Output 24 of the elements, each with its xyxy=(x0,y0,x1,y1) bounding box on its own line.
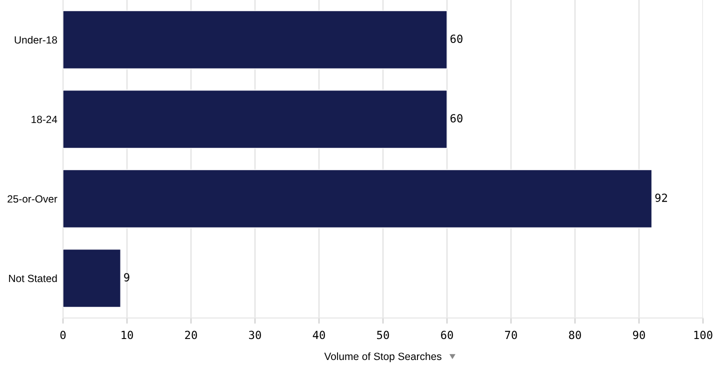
data-label: 9 xyxy=(124,273,130,282)
x-tick-label: 60 xyxy=(441,330,453,340)
data-label: 60 xyxy=(450,34,462,44)
data-label: 60 xyxy=(450,114,462,123)
bar xyxy=(63,90,448,149)
x-tick-label: 30 xyxy=(249,330,261,340)
bar xyxy=(63,10,448,70)
x-tick-label: 40 xyxy=(312,330,325,340)
y-tick-label: Not Stated xyxy=(9,274,57,282)
bar xyxy=(63,248,121,308)
x-tick-label: 80 xyxy=(569,330,581,340)
x-tick-label: 70 xyxy=(505,330,517,340)
y-tick-label: Under-18 xyxy=(14,36,57,44)
x-tick-label: 20 xyxy=(185,330,197,340)
y-tick-label: 18-24 xyxy=(32,116,58,124)
x-axis-title: Volume of Stop Searches xyxy=(324,352,442,362)
bar xyxy=(63,169,652,228)
data-label: 92 xyxy=(655,194,668,202)
x-tick-label: 0 xyxy=(60,330,66,340)
x-tick-label: 50 xyxy=(377,330,389,340)
x-tick-label: 100 xyxy=(694,330,712,340)
x-tick-label: 10 xyxy=(122,330,133,340)
y-tick-label: 25-or-Over xyxy=(8,195,58,203)
x-tick-label: 90 xyxy=(633,330,645,340)
